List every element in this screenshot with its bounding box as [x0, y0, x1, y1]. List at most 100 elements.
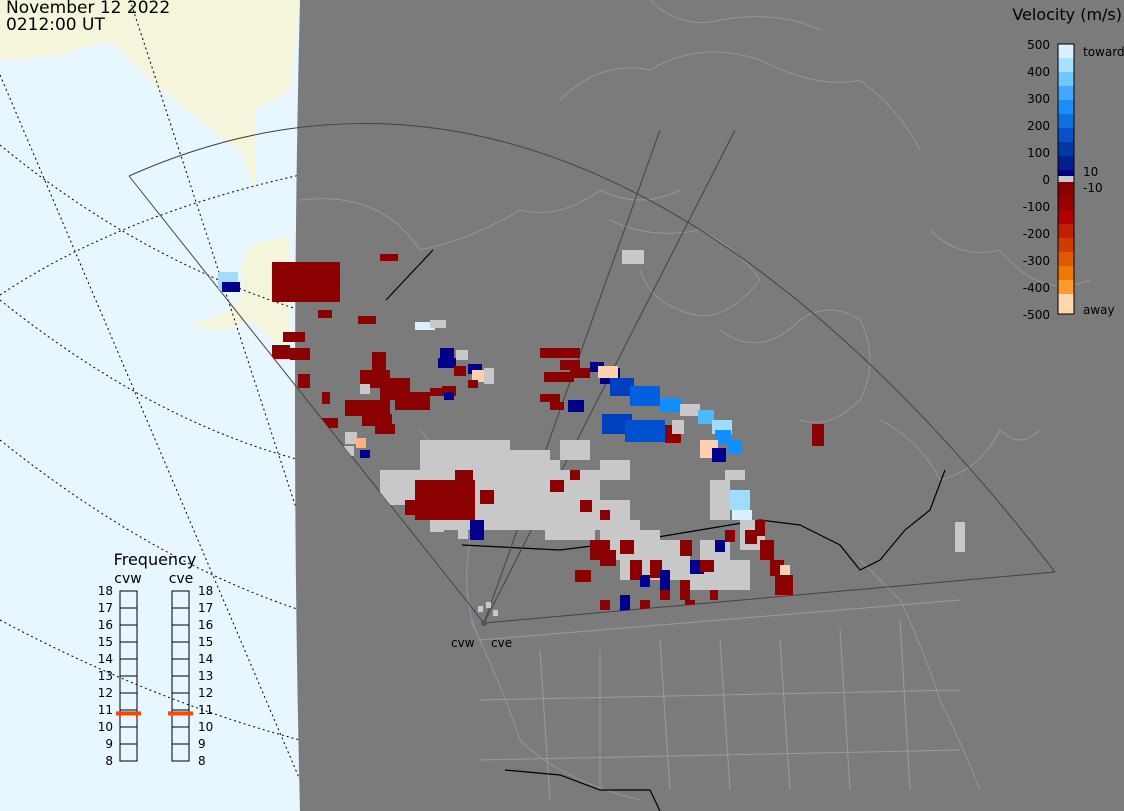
echo-cell: [600, 600, 610, 610]
velocity-tick-label: -400: [1023, 281, 1050, 295]
echo-cell: [405, 500, 425, 515]
echo-cell: [410, 398, 420, 410]
frequency-tick-right: 10: [198, 720, 213, 734]
echo-cell: [493, 610, 498, 616]
echo-cell: [680, 540, 692, 556]
echo-cell: [620, 595, 630, 613]
colorbar-segment: [1058, 128, 1074, 142]
velocity-tick-label: -500: [1023, 308, 1050, 322]
echo-cell: [356, 438, 366, 448]
frequency-tick-left: 8: [105, 754, 113, 768]
colorbar-segment: [1058, 72, 1074, 86]
echo-cell: [650, 560, 662, 578]
time-label: 0212:00 UT: [6, 15, 105, 35]
colorbar-segment: [1058, 176, 1074, 182]
colorbar-segment: [1058, 182, 1074, 196]
echo-cell: [698, 410, 714, 424]
alaska-land: [190, 235, 290, 350]
echo-cell: [560, 440, 590, 460]
velocity-tick-label: 0: [1042, 173, 1050, 187]
colorbar-segment: [1058, 86, 1074, 100]
velocity-colorbar: 500 400 300 200 100 0 -100 -200 -300 -400 -500 towa…: [1023, 38, 1124, 322]
radar-sites: cvw cve: [451, 620, 512, 650]
colorbar-segment: [1058, 114, 1074, 128]
frequency-tick-right: 12: [198, 686, 213, 700]
velocity-tick-label: -100: [1023, 200, 1050, 214]
frequency-tick-left: 14: [98, 652, 113, 666]
threshold-positive-label: 10: [1083, 165, 1098, 179]
echo-cell: [345, 432, 357, 444]
echo-cell: [318, 310, 332, 318]
echo-cell: [480, 490, 494, 504]
velocity-tick-label: -300: [1023, 254, 1050, 268]
graticule-day: [0, 0, 301, 781]
colorbar-segment: [1058, 58, 1074, 72]
echo-cell: [710, 590, 718, 600]
echo-cell: [622, 250, 644, 264]
colorbar-segment: [1058, 280, 1074, 294]
frequency-title: Frequency: [114, 550, 197, 569]
colorbar-frame: [1057, 43, 1075, 315]
frequency-tick-right: 18: [198, 584, 213, 598]
frequency-tick-left: 18: [98, 584, 113, 598]
echo-cell: [298, 374, 310, 388]
frequency-tick-right: 13: [198, 669, 213, 683]
echo-cell: [955, 522, 965, 552]
colorbar-segment: [1058, 100, 1074, 114]
colorbar-segment: [1058, 238, 1074, 252]
echo-cell: [760, 540, 774, 560]
date-label: November 12 2022: [6, 0, 171, 18]
echo-cell: [755, 520, 765, 536]
echo-cell: [625, 420, 665, 442]
colorbar-segment: [1058, 156, 1074, 170]
colorbar-segment: [1058, 252, 1074, 266]
frequency-tick-right: 8: [198, 754, 206, 768]
frequency-tick-right: 9: [198, 737, 206, 751]
echo-cell: [620, 540, 634, 554]
echo-cell: [598, 366, 618, 378]
echo-cell: [320, 418, 338, 428]
toward-label: toward: [1083, 45, 1124, 59]
echo-cell: [430, 388, 442, 396]
echo-cell: [630, 386, 660, 406]
colorbar-segment: [1058, 196, 1074, 210]
echo-cell: [680, 404, 700, 416]
colorbar-segment: [1058, 44, 1074, 58]
site-label-cvw: cvw: [451, 636, 475, 650]
echo-cell: [600, 550, 616, 566]
colorbar-segment: [1058, 224, 1074, 238]
echo-cell: [640, 600, 650, 610]
echo-cell: [570, 368, 590, 378]
echo-cell: [660, 570, 670, 590]
echo-cell: [438, 358, 456, 368]
site-label-cve: cve: [491, 636, 512, 650]
echo-cell: [358, 316, 376, 324]
echo-cell: [415, 322, 435, 330]
echo-cell: [745, 530, 757, 544]
echo-cell: [222, 282, 240, 292]
colorbar-segment: [1058, 294, 1074, 314]
echo-cell: [568, 400, 584, 412]
state-borders: [479, 599, 961, 801]
echo-cell: [470, 520, 484, 540]
echo-cell: [454, 366, 466, 376]
frequency-tick-left: 10: [98, 720, 113, 734]
echo-cell: [812, 424, 824, 446]
velocity-tick-label: 200: [1027, 119, 1050, 133]
echo-cell: [730, 490, 750, 510]
echo-cell: [580, 500, 592, 512]
frequency-tick-right: 14: [198, 652, 213, 666]
echo-cell: [672, 420, 684, 434]
velocity-tick-label: 100: [1027, 146, 1050, 160]
echo-cell: [458, 525, 468, 539]
echo-cell: [360, 450, 370, 458]
siberia-land: [0, 0, 300, 190]
frequency-tick-left: 12: [98, 686, 113, 700]
echo-cell: [550, 480, 564, 492]
echo-cell: [600, 510, 610, 520]
echo-cell: [484, 368, 494, 384]
echo-cell: [775, 575, 793, 595]
night-shade: [295, 0, 1124, 811]
echo-cell: [362, 414, 392, 426]
echo-cell: [478, 606, 483, 612]
